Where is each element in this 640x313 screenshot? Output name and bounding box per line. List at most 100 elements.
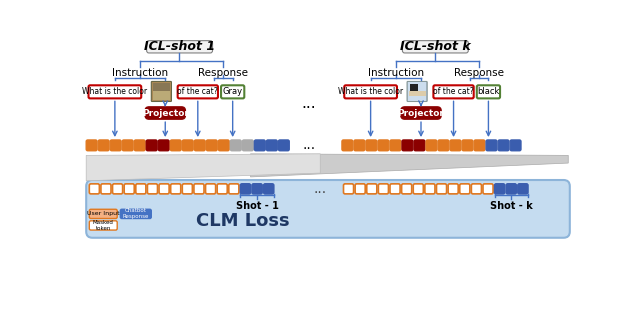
FancyBboxPatch shape bbox=[462, 140, 473, 151]
FancyBboxPatch shape bbox=[136, 184, 146, 194]
FancyBboxPatch shape bbox=[90, 209, 117, 218]
Text: ICL-shot k: ICL-shot k bbox=[399, 40, 470, 53]
FancyBboxPatch shape bbox=[241, 184, 250, 194]
Text: ...: ... bbox=[301, 95, 316, 110]
FancyBboxPatch shape bbox=[402, 184, 412, 194]
FancyBboxPatch shape bbox=[171, 184, 180, 194]
FancyBboxPatch shape bbox=[436, 184, 447, 194]
FancyBboxPatch shape bbox=[217, 184, 227, 194]
FancyBboxPatch shape bbox=[510, 140, 521, 151]
FancyBboxPatch shape bbox=[110, 140, 121, 151]
FancyBboxPatch shape bbox=[266, 140, 277, 151]
Text: What is the color: What is the color bbox=[83, 87, 147, 96]
FancyBboxPatch shape bbox=[518, 184, 528, 194]
FancyBboxPatch shape bbox=[413, 184, 423, 194]
FancyBboxPatch shape bbox=[378, 140, 389, 151]
FancyBboxPatch shape bbox=[113, 184, 123, 194]
FancyBboxPatch shape bbox=[450, 140, 461, 151]
FancyBboxPatch shape bbox=[344, 85, 397, 98]
FancyBboxPatch shape bbox=[448, 184, 458, 194]
FancyBboxPatch shape bbox=[90, 221, 117, 230]
FancyBboxPatch shape bbox=[206, 140, 217, 151]
FancyBboxPatch shape bbox=[402, 140, 413, 151]
Text: Shot - 1: Shot - 1 bbox=[236, 201, 278, 211]
FancyBboxPatch shape bbox=[205, 184, 216, 194]
FancyBboxPatch shape bbox=[147, 140, 157, 151]
Bar bbox=[408, 82, 426, 101]
FancyBboxPatch shape bbox=[486, 140, 497, 151]
FancyBboxPatch shape bbox=[147, 41, 212, 53]
Text: What is the color: What is the color bbox=[338, 87, 403, 96]
FancyBboxPatch shape bbox=[158, 140, 169, 151]
FancyBboxPatch shape bbox=[401, 107, 441, 119]
FancyBboxPatch shape bbox=[195, 140, 205, 151]
FancyBboxPatch shape bbox=[229, 184, 239, 194]
FancyBboxPatch shape bbox=[426, 140, 437, 151]
FancyBboxPatch shape bbox=[460, 184, 470, 194]
Text: of the cat?: of the cat? bbox=[433, 87, 474, 96]
Polygon shape bbox=[86, 154, 320, 181]
Text: User Input: User Input bbox=[87, 211, 120, 216]
FancyBboxPatch shape bbox=[86, 140, 97, 151]
FancyBboxPatch shape bbox=[498, 140, 509, 151]
Text: Instruction: Instruction bbox=[113, 68, 168, 78]
FancyBboxPatch shape bbox=[101, 184, 111, 194]
Bar bbox=[152, 82, 171, 101]
Bar bbox=[410, 84, 418, 91]
FancyBboxPatch shape bbox=[474, 140, 485, 151]
FancyBboxPatch shape bbox=[90, 184, 99, 194]
FancyBboxPatch shape bbox=[495, 184, 505, 194]
FancyBboxPatch shape bbox=[124, 184, 134, 194]
FancyBboxPatch shape bbox=[159, 184, 169, 194]
FancyBboxPatch shape bbox=[367, 184, 377, 194]
FancyBboxPatch shape bbox=[182, 140, 193, 151]
FancyBboxPatch shape bbox=[98, 140, 109, 151]
Bar bbox=[153, 83, 170, 93]
Text: ...: ... bbox=[314, 182, 327, 196]
FancyBboxPatch shape bbox=[178, 85, 218, 98]
Text: of the cat?: of the cat? bbox=[177, 87, 218, 96]
FancyBboxPatch shape bbox=[88, 85, 141, 98]
Text: Instruction: Instruction bbox=[368, 68, 424, 78]
FancyBboxPatch shape bbox=[390, 140, 401, 151]
Bar bbox=[153, 91, 170, 100]
Text: Chatbot
Response: Chatbot Response bbox=[123, 208, 149, 219]
Polygon shape bbox=[250, 154, 568, 177]
FancyBboxPatch shape bbox=[145, 107, 186, 119]
Text: Masked
token: Masked token bbox=[93, 220, 114, 231]
Bar bbox=[408, 91, 426, 96]
FancyBboxPatch shape bbox=[342, 140, 353, 151]
Text: ...: ... bbox=[302, 138, 315, 152]
FancyBboxPatch shape bbox=[254, 140, 265, 151]
FancyBboxPatch shape bbox=[170, 140, 181, 151]
Text: Gray: Gray bbox=[223, 87, 243, 96]
FancyBboxPatch shape bbox=[86, 180, 570, 238]
FancyBboxPatch shape bbox=[252, 184, 262, 194]
FancyBboxPatch shape bbox=[194, 184, 204, 194]
Text: Projector: Projector bbox=[142, 109, 189, 117]
Text: Shot - k: Shot - k bbox=[490, 201, 532, 211]
FancyBboxPatch shape bbox=[120, 209, 151, 218]
FancyBboxPatch shape bbox=[477, 85, 500, 98]
FancyBboxPatch shape bbox=[264, 184, 274, 194]
FancyBboxPatch shape bbox=[182, 184, 193, 194]
FancyBboxPatch shape bbox=[407, 81, 428, 101]
Text: ICL-shot 1: ICL-shot 1 bbox=[143, 40, 215, 53]
FancyBboxPatch shape bbox=[366, 140, 377, 151]
FancyBboxPatch shape bbox=[355, 184, 365, 194]
FancyBboxPatch shape bbox=[218, 140, 229, 151]
Text: Response: Response bbox=[198, 68, 248, 78]
FancyBboxPatch shape bbox=[221, 85, 244, 98]
Text: Response: Response bbox=[454, 68, 504, 78]
FancyBboxPatch shape bbox=[506, 184, 516, 194]
FancyBboxPatch shape bbox=[378, 184, 388, 194]
FancyBboxPatch shape bbox=[122, 140, 133, 151]
FancyBboxPatch shape bbox=[433, 85, 474, 98]
Text: black: black bbox=[477, 87, 500, 96]
FancyBboxPatch shape bbox=[230, 140, 241, 151]
FancyBboxPatch shape bbox=[344, 184, 353, 194]
FancyBboxPatch shape bbox=[134, 140, 145, 151]
FancyBboxPatch shape bbox=[403, 41, 468, 53]
FancyBboxPatch shape bbox=[472, 184, 481, 194]
FancyBboxPatch shape bbox=[354, 140, 365, 151]
